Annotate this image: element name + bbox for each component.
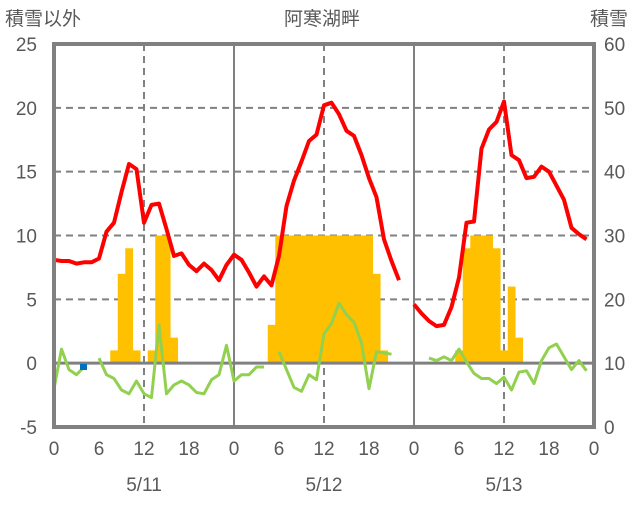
blue-marker [80, 363, 87, 370]
left-tick-label: 20 [16, 99, 37, 120]
right-axis-title: 積雪 [590, 8, 628, 30]
bar [342, 235, 351, 364]
x-tick-label: 12 [493, 439, 514, 460]
x-tick-label: 0 [49, 439, 60, 460]
bar [350, 235, 359, 364]
bar [155, 235, 164, 364]
left-tick-label: -5 [20, 418, 37, 439]
left-tick-label: 15 [16, 163, 37, 184]
right-tick-label: 50 [604, 99, 625, 120]
bar [147, 350, 156, 364]
left-tick-label: 0 [26, 354, 37, 375]
bar [500, 350, 509, 364]
x-tick-label: 6 [94, 439, 105, 460]
chart-title: 阿寒湖畔 [284, 8, 360, 30]
green-line-segment [428, 342, 588, 392]
date-label: 5/11 [126, 475, 162, 496]
green-line-segment [97, 323, 264, 400]
date-label: 5/13 [486, 475, 523, 496]
bar [492, 248, 501, 364]
bar [267, 324, 276, 364]
line-series [52, 99, 594, 400]
bar-series [110, 235, 524, 364]
bar [170, 337, 179, 364]
bar [110, 350, 119, 364]
plot-frame [52, 42, 596, 429]
bar [297, 235, 306, 364]
bar [485, 235, 494, 364]
bar [117, 273, 126, 364]
left-axis-title: 積雪以外 [5, 8, 81, 30]
x-tick-label: 6 [274, 439, 285, 460]
bar [455, 350, 464, 364]
bar [372, 273, 381, 364]
bar [305, 235, 314, 364]
left-tick-label: 10 [16, 227, 37, 248]
bar [357, 235, 366, 364]
bar [162, 235, 171, 364]
bar [380, 350, 389, 364]
bar [290, 235, 299, 364]
red-line-segment [412, 99, 588, 329]
bar [275, 235, 284, 364]
x-tick-label: 12 [313, 439, 334, 460]
x-tick-label: 0 [409, 439, 420, 460]
x-tick-label: 6 [454, 439, 465, 460]
green-line-segment [277, 301, 392, 393]
bar [312, 235, 321, 364]
green-line-segment [52, 347, 86, 389]
red-line-segment [53, 100, 401, 289]
right-tick-label: 60 [604, 35, 625, 56]
bar [335, 235, 344, 364]
left-tick-label: 25 [16, 35, 37, 56]
bar [470, 235, 479, 364]
x-tick-label: 0 [589, 439, 600, 460]
bar [320, 235, 329, 364]
bar [462, 248, 471, 364]
right-tick-label: 30 [604, 227, 625, 248]
date-label: 5/12 [306, 475, 343, 496]
right-tick-label: 0 [604, 418, 615, 439]
right-tick-label: 40 [604, 163, 625, 184]
bar [365, 235, 374, 364]
bar [327, 235, 336, 364]
left-tick-label: 5 [26, 290, 37, 311]
bar [477, 235, 486, 364]
bar [125, 248, 134, 364]
right-tick-label: 20 [604, 290, 625, 311]
right-tick-label: 10 [604, 354, 625, 375]
bar [507, 286, 516, 364]
bar [515, 337, 524, 364]
x-tick-label: 18 [538, 439, 559, 460]
bar [282, 235, 291, 364]
x-tick-label: 12 [133, 439, 154, 460]
plot-border [52, 42, 596, 429]
x-tick-label: 18 [178, 439, 199, 460]
x-tick-label: 0 [229, 439, 240, 460]
bar [132, 350, 141, 364]
x-tick-label: 18 [358, 439, 379, 460]
